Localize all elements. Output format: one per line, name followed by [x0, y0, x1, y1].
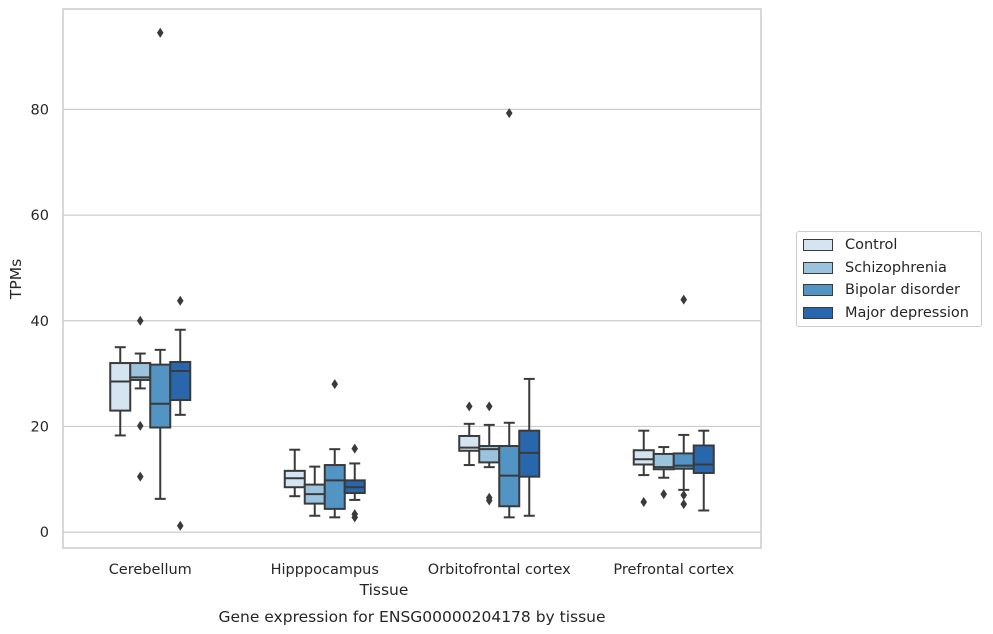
y-tick-label: 80	[31, 102, 49, 118]
plot-frame	[62, 8, 762, 549]
box-schizophrenia	[478, 401, 501, 506]
box-schizophrenia	[652, 446, 675, 500]
box-major-depression	[692, 429, 715, 512]
outlier-point	[680, 294, 688, 305]
outlier-point	[351, 443, 359, 454]
box-schizophrenia	[129, 315, 152, 482]
box-schizophrenia	[303, 465, 326, 517]
legend: Control Schizophrenia Bipolar disorder M…	[796, 231, 982, 327]
box-bipolar-disorder	[323, 379, 346, 519]
outlier-point	[640, 497, 648, 508]
outlier-point	[485, 401, 493, 412]
legend-swatch-schizophrenia	[803, 261, 833, 274]
legend-swatch-major-depression	[803, 306, 833, 319]
outlier-point	[660, 489, 668, 500]
legend-label-major-depression: Major depression	[845, 304, 969, 321]
y-tick-label: 60	[31, 208, 49, 224]
box-body	[632, 449, 655, 466]
box-major-depression	[518, 377, 541, 517]
x-tick-label: Prefrontal cortex	[613, 562, 734, 578]
box-body	[149, 363, 172, 429]
outlier-point	[176, 295, 184, 306]
legend-item-major-depression: Major depression	[803, 303, 969, 323]
legend-label-control: Control	[845, 237, 898, 253]
outlier-point	[485, 495, 493, 506]
x-axis-label: Tissue	[359, 581, 409, 599]
box-bipolar-disorder	[672, 294, 695, 510]
legend-item-bipolar-disorder: Bipolar disorder	[803, 280, 960, 300]
box-bipolar-disorder	[149, 27, 172, 500]
outlier-point	[680, 499, 688, 510]
y-tick-label: 20	[31, 419, 49, 435]
outlier-point	[465, 401, 473, 412]
box-control	[283, 448, 306, 498]
outlier-point	[136, 471, 144, 482]
outlier-point	[156, 27, 164, 38]
x-tick-label: Orbitofrontal cortex	[428, 562, 571, 578]
box-control	[109, 346, 132, 437]
box-major-depression	[169, 295, 192, 531]
legend-swatch-bipolar-disorder	[803, 284, 833, 296]
box-control	[632, 429, 655, 508]
box-body	[169, 360, 192, 402]
legend-swatch-control	[803, 239, 833, 251]
outlier-point	[680, 490, 688, 501]
y-axis-label: TPMs	[7, 259, 25, 300]
y-tick-label: 40	[31, 314, 49, 330]
legend-item-schizophrenia: Schizophrenia	[803, 258, 947, 278]
box-body	[323, 464, 346, 510]
x-tick-label: Hipppocampus	[271, 562, 379, 578]
outlier-point	[136, 420, 144, 431]
box-major-depression	[343, 443, 366, 523]
outlier-point	[505, 108, 513, 119]
y-tick-label: 0	[40, 525, 49, 541]
outlier-point	[136, 315, 144, 326]
box-bipolar-disorder	[498, 108, 521, 519]
chart-title: Gene expression for ENSG00000204178 by t…	[218, 608, 605, 626]
outlier-point	[331, 379, 339, 390]
box-body	[109, 362, 132, 412]
box-body	[692, 444, 715, 474]
x-tick-label: Cerebellum	[109, 562, 192, 578]
legend-label-schizophrenia: Schizophrenia	[845, 259, 947, 276]
outlier-point	[351, 512, 359, 523]
outlier-point	[176, 520, 184, 531]
legend-item-control: Control	[803, 235, 897, 255]
box-control	[458, 401, 481, 467]
legend-label-bipolar-disorder: Bipolar disorder	[845, 282, 960, 298]
